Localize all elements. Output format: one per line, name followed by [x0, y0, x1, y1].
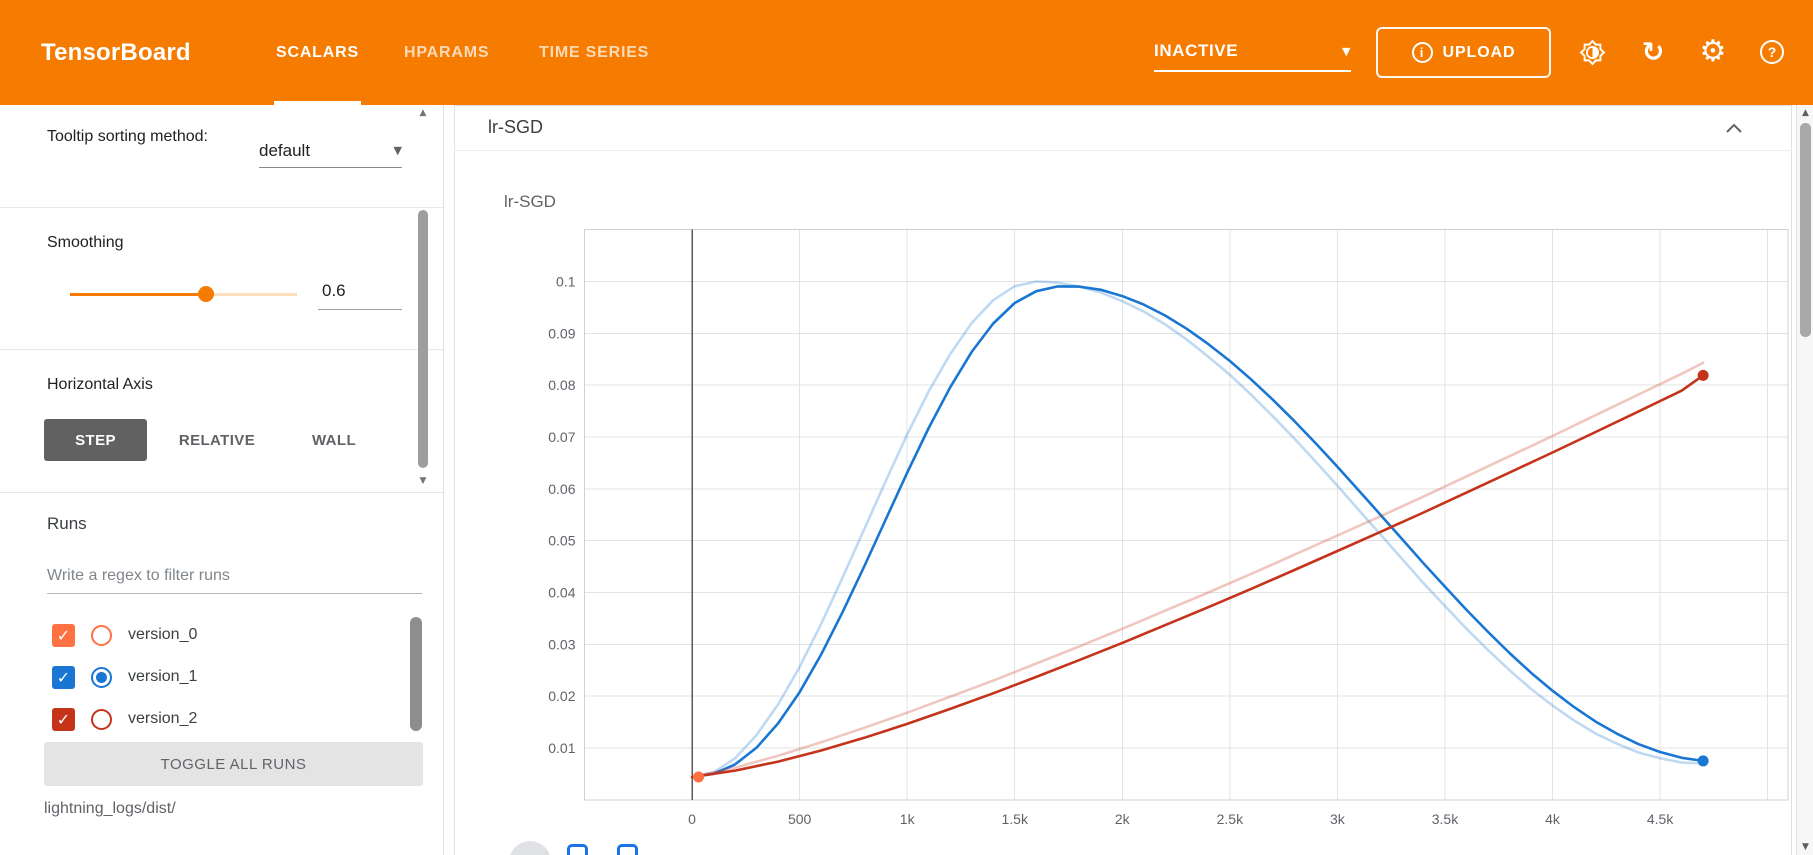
axis-relative-button[interactable]: RELATIVE: [163, 419, 271, 461]
svg-text:1.5k: 1.5k: [1002, 811, 1029, 827]
runs-scrollbar-thumb[interactable]: [410, 617, 422, 731]
smoothing-slider-thumb[interactable]: [198, 286, 215, 302]
tab-time-series[interactable]: TIME SERIES: [539, 43, 650, 61]
tab-scalars[interactable]: SCALARS: [274, 0, 361, 105]
scroll-up-icon[interactable]: ▲: [1802, 108, 1809, 118]
run-checkbox[interactable]: ✓: [52, 623, 75, 647]
expand-card-icon[interactable]: [617, 844, 638, 855]
upload-label: UPLOAD: [1442, 43, 1516, 61]
run-checkbox[interactable]: ✓: [52, 707, 75, 731]
question-mark-icon: ?: [1760, 40, 1784, 64]
axis-step-button[interactable]: STEP: [44, 419, 147, 461]
chart-title: lr-SGD: [504, 192, 556, 211]
smoothing-slider-fill: [70, 293, 207, 296]
settings-gear-icon[interactable]: ⚙: [1699, 34, 1727, 69]
run-radio[interactable]: [91, 624, 112, 646]
run-row-version-2: ✓ version_2: [44, 699, 404, 739]
horizontal-axis-label: Horizontal Axis: [47, 376, 153, 393]
tooltip-sorting-value: default: [259, 140, 311, 160]
axis-wall-button[interactable]: WALL: [296, 419, 372, 461]
page-scrollbar[interactable]: ▲ ▼: [1796, 105, 1813, 855]
svg-text:1k: 1k: [900, 811, 916, 827]
app-header: TensorBoard SCALARS HPARAMS TIME SERIES …: [0, 0, 1813, 105]
lr-sgd-chart[interactable]: 0 500 1k 1.5k 2k 2.5k 3k 3.5k 4k 4.5k 0.01 0.02 0.03…: [460, 170, 1792, 855]
svg-text:0: 0: [688, 811, 696, 827]
run-toggle-circle-icon[interactable]: [509, 841, 551, 855]
run-radio[interactable]: [91, 666, 112, 688]
help-icon[interactable]: ?: [1752, 32, 1792, 72]
run-checkbox[interactable]: ✓: [52, 665, 75, 689]
scroll-down-icon[interactable]: ▼: [1802, 842, 1809, 852]
svg-text:2.5k: 2.5k: [1217, 811, 1244, 827]
run-label: version_0: [128, 626, 198, 643]
svg-text:0.01: 0.01: [548, 740, 575, 756]
info-icon: i: [1411, 42, 1433, 63]
svg-text:0.08: 0.08: [548, 377, 575, 393]
fit-domain-icon[interactable]: [567, 844, 588, 855]
scalar-card-header: lr-SGD: [454, 105, 1792, 151]
upload-button[interactable]: i UPLOAD: [1376, 27, 1551, 78]
section-divider: [0, 492, 443, 493]
svg-text:500: 500: [788, 811, 812, 827]
runs-section-title: Runs: [47, 514, 87, 533]
run-radio[interactable]: [91, 708, 112, 730]
svg-text:3k: 3k: [1330, 811, 1346, 827]
app-title: TensorBoard: [41, 38, 191, 66]
svg-text:0.06: 0.06: [548, 481, 575, 497]
svg-text:4.5k: 4.5k: [1647, 811, 1674, 827]
run-row-version-1: ✓ version_1: [44, 657, 404, 697]
data-status-dropdown[interactable]: INACTIVE ▼: [1154, 32, 1351, 72]
card-title: lr-SGD: [488, 117, 543, 137]
svg-text:3.5k: 3.5k: [1432, 811, 1459, 827]
page-scrollbar-thumb[interactable]: [1800, 123, 1811, 337]
smoothing-label: Smoothing: [47, 234, 124, 251]
svg-text:0.1: 0.1: [556, 274, 576, 290]
tooltip-sorting-dropdown[interactable]: default ▼: [259, 134, 402, 168]
status-value: INACTIVE: [1154, 41, 1239, 60]
brightness-toggle-icon[interactable]: [1572, 32, 1612, 72]
svg-text:0.03: 0.03: [548, 636, 575, 652]
scroll-up-icon[interactable]: ▲: [419, 108, 427, 118]
refresh-icon[interactable]: ↻: [1641, 36, 1665, 68]
svg-text:0.04: 0.04: [548, 584, 575, 600]
svg-text:0.07: 0.07: [548, 429, 575, 445]
tooltip-sorting-label: Tooltip sorting method:: [47, 128, 208, 145]
svg-text:0.09: 0.09: [548, 325, 575, 341]
section-divider: [0, 349, 443, 350]
run-label: version_1: [128, 668, 198, 685]
chevron-up-icon: [1726, 123, 1742, 133]
scroll-down-icon[interactable]: ▼: [419, 476, 427, 486]
chevron-down-icon: ▼: [1341, 44, 1351, 58]
svg-text:2k: 2k: [1115, 811, 1131, 827]
smoothing-slider[interactable]: [70, 286, 297, 302]
svg-text:4k: 4k: [1545, 811, 1561, 827]
toggle-all-runs-button[interactable]: TOGGLE ALL RUNS: [44, 742, 423, 786]
settings-scrollbar-thumb[interactable]: [418, 210, 428, 468]
collapse-card-button[interactable]: [1720, 114, 1748, 142]
chevron-down-icon: ▼: [393, 144, 402, 157]
run-label: version_2: [128, 710, 198, 727]
log-directory-path: lightning_logs/dist/: [44, 800, 176, 817]
section-divider: [0, 207, 443, 208]
svg-text:0.05: 0.05: [548, 533, 575, 549]
run-row-version-0: ✓ version_0: [44, 615, 404, 655]
tab-hparams[interactable]: HPARAMS: [404, 43, 490, 61]
runs-filter-input[interactable]: [47, 558, 422, 594]
brightness-icon: [1579, 39, 1605, 65]
smoothing-value-input[interactable]: 0.6: [318, 272, 402, 310]
sidebar-divider: [443, 105, 444, 855]
svg-text:0.02: 0.02: [548, 688, 575, 704]
